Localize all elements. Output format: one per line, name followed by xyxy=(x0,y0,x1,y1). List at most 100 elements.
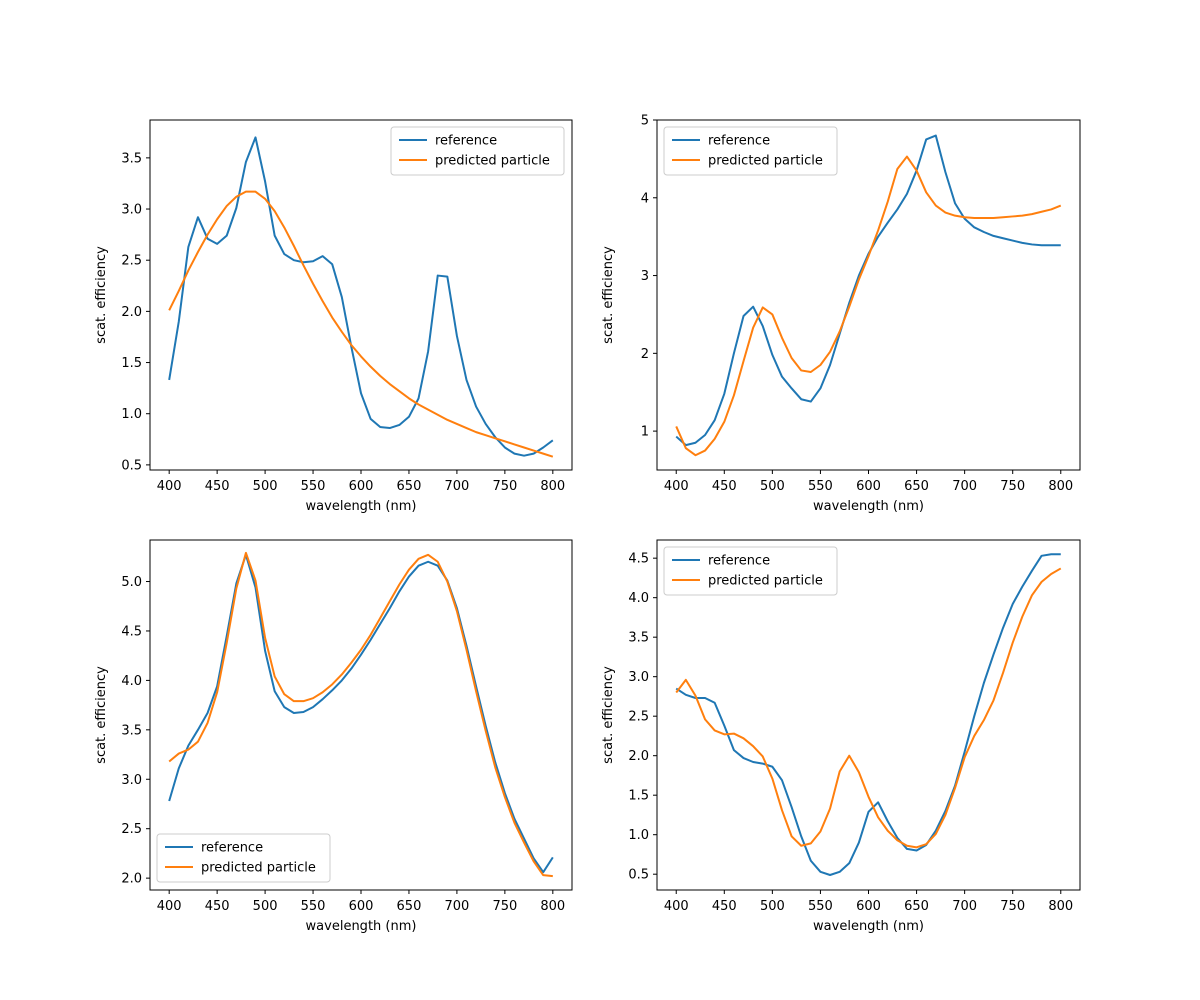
legend: reference predicted particle xyxy=(390,126,565,176)
x-axis-label: wavelength (nm) xyxy=(306,499,417,514)
x-tick-label: 600 xyxy=(349,899,374,914)
y-tick-label: 3.5 xyxy=(628,631,649,646)
y-tick-label: 2.0 xyxy=(121,305,142,320)
y-tick-label: 3.5 xyxy=(121,723,142,738)
y-tick-label: 3.0 xyxy=(628,670,649,685)
legend-label: reference xyxy=(708,554,770,569)
legend-box xyxy=(663,546,838,596)
y-tick-label: 2.5 xyxy=(121,822,142,837)
x-tick-label: 450 xyxy=(712,899,737,914)
y-tick-label: 3.0 xyxy=(121,773,142,788)
y-tick-label: 4 xyxy=(641,191,649,206)
series-line-reference xyxy=(168,136,554,457)
y-tick-label: 4.0 xyxy=(121,674,142,689)
legend-box xyxy=(156,833,331,883)
x-tick-label: 700 xyxy=(952,899,977,914)
series-line-reference xyxy=(675,553,1061,876)
x-tick-label: 600 xyxy=(856,479,881,494)
y-tick-label: 4.5 xyxy=(121,624,142,639)
x-axis-label: wavelength (nm) xyxy=(813,919,924,934)
legend-label: predicted particle xyxy=(435,154,550,169)
x-tick-label: 550 xyxy=(301,479,326,494)
y-tick-label: 1.0 xyxy=(628,828,649,843)
y-axis-label: scat. efficiency xyxy=(601,666,616,764)
x-tick-label: 550 xyxy=(301,899,326,914)
x-tick-label: 450 xyxy=(205,479,230,494)
x-tick-label: 800 xyxy=(1048,479,1073,494)
y-tick-label: 0.5 xyxy=(121,458,142,473)
y-axis-label: scat. efficiency xyxy=(601,246,616,344)
legend: reference predicted particle xyxy=(663,546,838,596)
series-line-predicted-particle xyxy=(675,155,1062,457)
legend: reference predicted particle xyxy=(156,833,331,883)
x-tick-label: 500 xyxy=(760,479,785,494)
legend-box xyxy=(390,126,565,176)
legend-label: reference xyxy=(435,134,497,149)
y-tick-label: 0.5 xyxy=(628,868,649,883)
y-tick-label: 3.5 xyxy=(121,151,142,166)
x-tick-label: 700 xyxy=(444,479,469,494)
chart-panel-1: 400 450 500 550 600 650 700 750 800 0.5 1.0 1.5 2.0 2… xyxy=(94,119,573,514)
y-tick-label: 1 xyxy=(641,425,649,440)
chart-panel-2: 400 450 500 550 600 650 700 750 800 1 2 3 4 5 waveleng… xyxy=(601,114,1081,514)
y-axis-label: scat. efficiency xyxy=(94,666,109,764)
legend-label: reference xyxy=(201,841,263,856)
x-tick-label: 500 xyxy=(253,899,278,914)
y-axis-label: scat. efficiency xyxy=(94,246,109,344)
x-tick-label: 750 xyxy=(1000,899,1025,914)
y-tick-label: 2.0 xyxy=(121,872,142,887)
x-tick-label: 750 xyxy=(1000,479,1025,494)
y-tick-label: 2.5 xyxy=(628,710,649,725)
legend-label: predicted particle xyxy=(708,154,823,169)
y-tick-label: 3 xyxy=(641,269,649,284)
y-tick-label: 1.5 xyxy=(628,789,649,804)
series-line-predicted-particle xyxy=(168,551,553,878)
x-tick-label: 550 xyxy=(808,899,833,914)
y-tick-label: 2 xyxy=(641,347,649,362)
x-axis-label: wavelength (nm) xyxy=(306,919,417,934)
x-tick-label: 700 xyxy=(444,899,469,914)
y-tick-label: 3.0 xyxy=(121,203,142,218)
y-tick-label: 4.5 xyxy=(628,552,649,567)
chart-panel-3: 400 450 500 550 600 650 700 750 800 2.0 2.5 3.0 3.5 4… xyxy=(94,539,573,934)
x-tick-label: 750 xyxy=(492,899,517,914)
x-tick-label: 650 xyxy=(904,899,929,914)
legend-label: predicted particle xyxy=(708,574,823,589)
x-tick-label: 600 xyxy=(349,479,374,494)
y-tick-label: 2.0 xyxy=(628,749,649,764)
x-tick-label: 800 xyxy=(540,479,565,494)
legend-label: predicted particle xyxy=(201,861,316,876)
series-line-predicted-particle xyxy=(168,190,554,458)
series-line-reference xyxy=(675,134,1061,447)
x-tick-label: 450 xyxy=(712,479,737,494)
y-tick-label: 5 xyxy=(641,114,649,129)
x-tick-label: 400 xyxy=(664,899,689,914)
x-tick-label: 500 xyxy=(760,899,785,914)
x-tick-label: 400 xyxy=(664,479,689,494)
x-tick-label: 400 xyxy=(157,899,182,914)
x-tick-label: 700 xyxy=(952,479,977,494)
x-tick-label: 650 xyxy=(397,899,422,914)
x-tick-label: 800 xyxy=(1048,899,1073,914)
series-line-predicted-particle xyxy=(675,567,1062,849)
series-line-reference xyxy=(168,553,554,874)
x-tick-label: 550 xyxy=(808,479,833,494)
x-tick-label: 400 xyxy=(157,479,182,494)
x-tick-label: 600 xyxy=(856,899,881,914)
x-tick-label: 800 xyxy=(540,899,565,914)
x-tick-label: 650 xyxy=(904,479,929,494)
x-tick-label: 450 xyxy=(205,899,230,914)
y-tick-label: 4.0 xyxy=(628,591,649,606)
legend: reference predicted particle xyxy=(663,126,838,176)
y-tick-label: 5.0 xyxy=(121,575,142,590)
legend-box xyxy=(663,126,838,176)
x-tick-label: 500 xyxy=(253,479,278,494)
y-tick-label: 1.0 xyxy=(121,407,142,422)
chart-panel-4: 400 450 500 550 600 650 700 750 800 0.5 1.0 1.5 2.0 2… xyxy=(601,539,1081,934)
y-tick-label: 1.5 xyxy=(121,356,142,371)
x-tick-label: 650 xyxy=(397,479,422,494)
y-tick-label: 2.5 xyxy=(121,254,142,269)
x-axis-label: wavelength (nm) xyxy=(813,499,924,514)
legend-label: reference xyxy=(708,134,770,149)
